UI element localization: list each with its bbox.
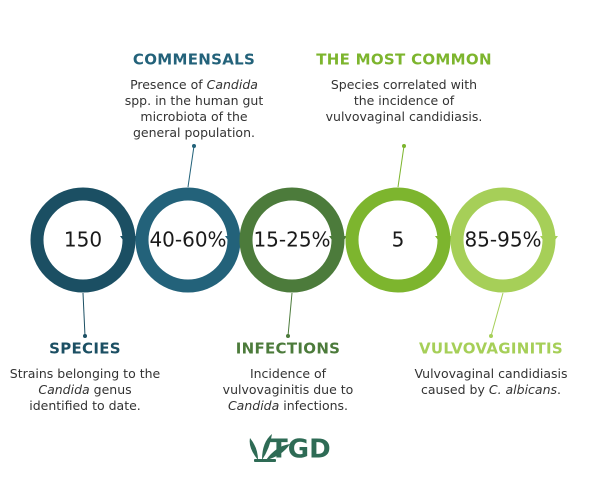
ring-value: 40-60% (149, 228, 226, 252)
ring-value: 15-25% (253, 228, 330, 252)
heading: COMMENSALS (133, 51, 255, 69)
ring-arrow (120, 236, 138, 248)
description-line: caused by C. albicans. (421, 382, 561, 397)
description: Incidence of vulvovaginitis due to Candida… (223, 366, 354, 413)
description-text: infections. (279, 398, 348, 413)
description-line: vulvovaginal candidiasis. (326, 109, 483, 124)
connector-dot (83, 334, 87, 338)
description-text: Candida (207, 77, 258, 92)
description-text: Vulvovaginal candidiasis (414, 366, 567, 381)
description: Strains belonging to the Candida genus ide… (10, 366, 161, 413)
description-text: identified to date. (29, 398, 141, 413)
description-line: Presence of Candida (130, 77, 258, 92)
description-text: general population. (133, 125, 255, 140)
description-text: genus (90, 382, 132, 397)
ring-value: 5 (392, 228, 405, 252)
description-line: Candida infections. (228, 398, 348, 413)
description: Presence of Candida spp. in the human gut… (125, 77, 264, 140)
heading: THE MOST COMMON (316, 51, 492, 69)
ring-arrow (225, 236, 243, 248)
description-text: Presence of (130, 77, 207, 92)
connector (287, 292, 293, 337)
description-line: the incidence of (354, 93, 455, 108)
connector (490, 292, 504, 337)
logo-icon (249, 434, 290, 462)
description-line: Species correlated with (331, 77, 477, 92)
ring-arrow (329, 236, 347, 248)
logo-text: TGD (270, 435, 331, 465)
description-text: spp. in the human gut (125, 93, 264, 108)
ring-arrow (540, 236, 558, 248)
description-text: C. albicans (489, 382, 558, 397)
description-line: Incidence of (250, 366, 327, 381)
description-text: microbiota of the (140, 109, 247, 124)
description-text: Incidence of (250, 366, 327, 381)
connector-dot (402, 144, 406, 148)
ring-arrow (435, 236, 453, 248)
description-line: microbiota of the (140, 109, 247, 124)
connector (82, 292, 86, 337)
connector-dot (286, 334, 290, 338)
description-text: caused by (421, 382, 489, 397)
description-text: the incidence of (354, 93, 455, 108)
description-line: identified to date. (29, 398, 141, 413)
ring-value: 85-95% (464, 228, 541, 252)
heading: SPECIES (49, 340, 121, 358)
description: Species correlated with the incidence of v… (326, 77, 483, 124)
heading: INFECTIONS (236, 340, 341, 358)
description: Vulvovaginal candidiasis caused by C. alb… (414, 366, 567, 397)
description-text: . (557, 382, 561, 397)
description-text: vulvovaginitis due to (223, 382, 354, 397)
description-line: spp. in the human gut (125, 93, 264, 108)
description-text: vulvovaginal candidiasis. (326, 109, 483, 124)
connector-dot (489, 334, 493, 338)
description-line: general population. (133, 125, 255, 140)
description-text: Candida (38, 382, 89, 397)
connector (187, 145, 195, 188)
connector (397, 145, 405, 188)
description-text: Strains belonging to the (10, 366, 161, 381)
heading: VULVOVAGINITIS (419, 340, 563, 358)
description-text: Species correlated with (331, 77, 477, 92)
connector-dot (192, 144, 196, 148)
description-line: Strains belonging to the (10, 366, 161, 381)
ring-value: 150 (64, 228, 102, 252)
description-line: Vulvovaginal candidiasis (414, 366, 567, 381)
description-text: Candida (228, 398, 279, 413)
description-line: vulvovaginitis due to (223, 382, 354, 397)
description-line: Candida genus (38, 382, 131, 397)
